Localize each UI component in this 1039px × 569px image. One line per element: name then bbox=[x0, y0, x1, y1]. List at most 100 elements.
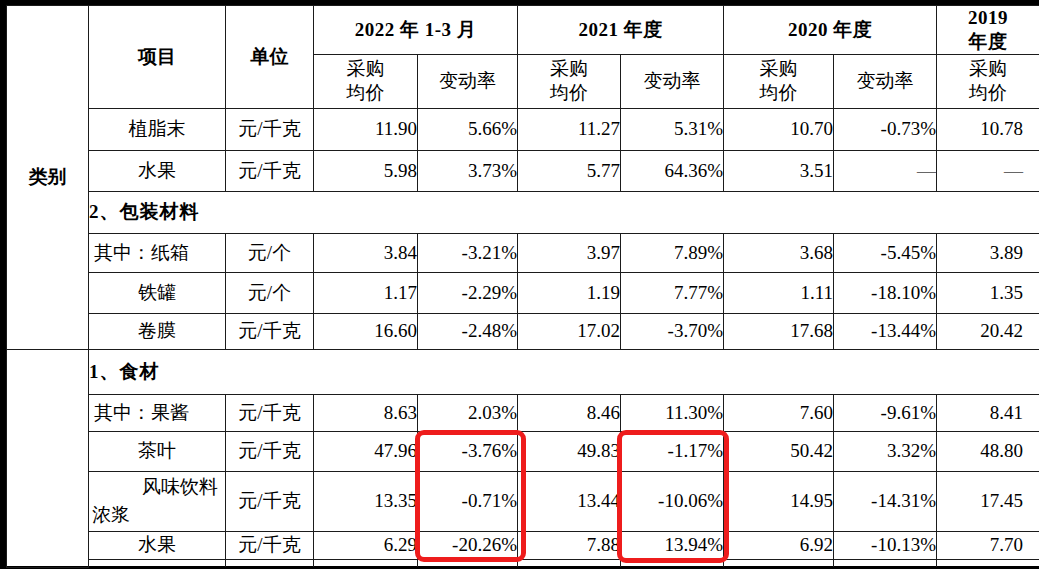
empty-cell bbox=[314, 559, 418, 567]
value-cell: 49.83 bbox=[518, 431, 621, 471]
item-cell: 茶叶 bbox=[89, 431, 226, 471]
unit-cell: 元/千克 bbox=[226, 108, 314, 150]
empty-cell bbox=[226, 559, 314, 567]
table-row: 茶叶 元/千克 47.96 -3.76% 49.83 -1.17% 50.42 … bbox=[7, 431, 1039, 471]
item-cell: 其中：果酱 bbox=[89, 394, 226, 431]
value-cell: 13.44 bbox=[518, 471, 621, 531]
item-cell: 铁罐 bbox=[89, 272, 226, 313]
value-cell: -3.21% bbox=[418, 233, 518, 272]
empty-cell bbox=[834, 559, 937, 567]
value-cell: 3.73% bbox=[418, 150, 518, 191]
value-cell: -10.13% bbox=[834, 531, 937, 559]
unit-column-header: 单位 bbox=[226, 6, 314, 109]
empty-cell bbox=[937, 559, 1039, 567]
item-cell: 风味饮料浓浆 bbox=[89, 471, 226, 531]
value-cell: 6.29 bbox=[314, 531, 418, 559]
value-cell: 13.35 bbox=[314, 471, 418, 531]
value-cell: 7.88 bbox=[518, 531, 621, 559]
subheader-avg-price-2021: 采购 均价 bbox=[518, 54, 621, 108]
value-cell: 17.45 bbox=[937, 471, 1039, 531]
subheader-change-rate-2022: 变动率 bbox=[418, 54, 518, 108]
partial-next-row bbox=[7, 559, 1039, 567]
value-cell: 3.51 bbox=[724, 150, 834, 191]
value-cell: 5.77 bbox=[518, 150, 621, 191]
table-row: 铁罐 元/个 1.17 -2.29% 1.19 7.77% 1.11 -18.1… bbox=[7, 272, 1039, 313]
value-cell: 3.97 bbox=[518, 233, 621, 272]
value-cell: 7.60 bbox=[724, 394, 834, 431]
period-header-2019: 2019 年度 bbox=[937, 6, 1039, 55]
table-row: 其中：纸箱 元/个 3.84 -3.21% 3.97 7.89% 3.68 -5… bbox=[7, 233, 1039, 272]
value-cell: 5.31% bbox=[621, 108, 724, 150]
value-cell: 1.17 bbox=[314, 272, 418, 313]
section-row: 1、食材 bbox=[7, 349, 1039, 394]
item-cell: 水果 bbox=[89, 531, 226, 559]
unit-cell: 元/千克 bbox=[226, 431, 314, 471]
value-cell: 7.89% bbox=[621, 233, 724, 272]
value-cell: 8.41 bbox=[937, 394, 1039, 431]
table-row: 水果 元/千克 6.29 -20.26% 7.88 13.94% 6.92 -1… bbox=[7, 531, 1039, 559]
subheader-change-rate-2021: 变动率 bbox=[621, 54, 724, 108]
value-cell: -13.44% bbox=[834, 313, 937, 349]
document-page: 类别 项目 单位 2022 年 1-3 月 2021 年度 2020 年度 20… bbox=[0, 0, 1039, 569]
empty-cell bbox=[89, 559, 226, 567]
value-cell: 17.68 bbox=[724, 313, 834, 349]
value-cell-highlighted: -3.76% bbox=[418, 431, 518, 471]
unit-cell: 元/个 bbox=[226, 233, 314, 272]
period-header-2021: 2021 年度 bbox=[518, 6, 724, 55]
table-row: 其中：果酱 元/千克 8.63 2.03% 8.46 11.30% 7.60 -… bbox=[7, 394, 1039, 431]
unit-cell: 元/千克 bbox=[226, 531, 314, 559]
table-row: 风味饮料浓浆 元/千克 13.35 -0.71% 13.44 -10.06% 1… bbox=[7, 471, 1039, 531]
value-cell: 6.92 bbox=[724, 531, 834, 559]
unit-cell: 元/千克 bbox=[226, 313, 314, 349]
value-cell: 64.36% bbox=[621, 150, 724, 191]
value-cell: 7.77% bbox=[621, 272, 724, 313]
value-cell-highlighted: 13.94% bbox=[621, 531, 724, 559]
value-cell: 3.32% bbox=[834, 431, 937, 471]
section-header-food: 1、食材 bbox=[89, 349, 1039, 394]
table-frame: 类别 项目 单位 2022 年 1-3 月 2021 年度 2020 年度 20… bbox=[0, 0, 1039, 569]
value-cell: 16.60 bbox=[314, 313, 418, 349]
value-cell: 17.02 bbox=[518, 313, 621, 349]
value-cell: 11.90 bbox=[314, 108, 418, 150]
period-header-2022: 2022 年 1-3 月 bbox=[314, 6, 518, 55]
procurement-price-table: 类别 项目 单位 2022 年 1-3 月 2021 年度 2020 年度 20… bbox=[6, 5, 1039, 568]
value-cell-highlighted: -1.17% bbox=[621, 431, 724, 471]
value-cell: 2.03% bbox=[418, 394, 518, 431]
value-cell: -0.73% bbox=[834, 108, 937, 150]
item-column-header: 项目 bbox=[89, 6, 226, 109]
subheader-avg-price-2019: 采购 均价 bbox=[937, 54, 1039, 108]
value-cell: 8.63 bbox=[314, 394, 418, 431]
subheader-avg-price-2022: 采购 均价 bbox=[314, 54, 418, 108]
value-cell: 3.89 bbox=[937, 233, 1039, 272]
value-cell: 1.35 bbox=[937, 272, 1039, 313]
unit-cell: 元/千克 bbox=[226, 471, 314, 531]
value-cell: 14.95 bbox=[724, 471, 834, 531]
category-cell-empty bbox=[7, 349, 89, 567]
value-cell: -5.45% bbox=[834, 233, 937, 272]
value-cell-highlighted: -0.71% bbox=[418, 471, 518, 531]
value-cell: 5.66% bbox=[418, 108, 518, 150]
value-cell: 5.98 bbox=[314, 150, 418, 191]
unit-cell: 元/千克 bbox=[226, 394, 314, 431]
value-cell: 3.68 bbox=[724, 233, 834, 272]
value-cell: 1.11 bbox=[724, 272, 834, 313]
value-cell: -2.29% bbox=[418, 272, 518, 313]
empty-cell bbox=[418, 559, 518, 567]
unit-cell: 元/千克 bbox=[226, 150, 314, 191]
value-cell: 47.96 bbox=[314, 431, 418, 471]
section-header-packaging: 2、包装材料 bbox=[89, 191, 1039, 233]
value-cell-highlighted: -10.06% bbox=[621, 471, 724, 531]
value-cell-highlighted: -20.26% bbox=[418, 531, 518, 559]
header-row-groups: 类别 项目 单位 2022 年 1-3 月 2021 年度 2020 年度 20… bbox=[7, 6, 1039, 55]
item-cell: 植脂末 bbox=[89, 108, 226, 150]
value-cell: 8.46 bbox=[518, 394, 621, 431]
value-cell-empty: — bbox=[834, 150, 937, 191]
value-cell: 10.78 bbox=[937, 108, 1039, 150]
value-cell: 7.70 bbox=[937, 531, 1039, 559]
item-cell: 水果 bbox=[89, 150, 226, 191]
value-cell: 11.30% bbox=[621, 394, 724, 431]
item-cell: 其中：纸箱 bbox=[89, 233, 226, 272]
value-cell: 50.42 bbox=[724, 431, 834, 471]
value-cell: 10.70 bbox=[724, 108, 834, 150]
period-header-2020: 2020 年度 bbox=[724, 6, 937, 55]
